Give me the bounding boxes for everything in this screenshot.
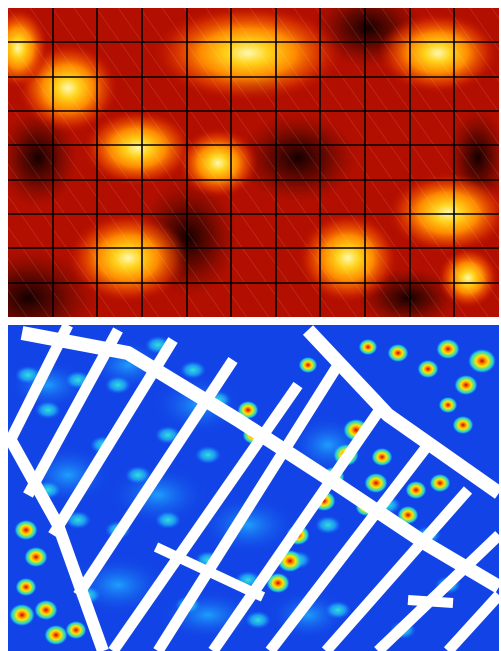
cyan-spot [65,511,91,529]
intensity-spot [15,578,37,596]
intensity-spot [387,344,409,362]
intensity-spot [454,375,478,395]
intensity-spot [452,416,474,434]
white-strip [321,486,473,651]
diagonal-hatch [8,8,499,317]
white-strips [8,325,499,651]
intensity-spot [34,600,58,620]
cyan-spot [315,516,341,534]
intensity-spot [24,547,48,567]
intensity-spot [397,506,419,524]
heatmap-hot-field [8,8,499,317]
cyan-spot [35,401,61,419]
grid-lines [8,8,499,317]
intensity-spot [358,339,378,355]
white-strip [108,381,303,651]
intensity-spot [468,349,496,373]
cyan-spot [180,361,206,379]
cyan-spot [155,511,181,529]
cyan-spot [195,446,221,464]
intensity-spot [237,401,259,419]
white-strip [407,595,454,608]
intensity-spot [65,621,87,639]
intensity-spot [298,357,318,373]
cyan-spot [105,376,131,394]
white-strip [48,337,178,538]
intensity-spot [438,397,458,413]
cyan-spot [325,601,351,619]
cyan-spot [15,366,41,384]
intensity-spot [405,481,427,499]
jet-field [8,325,499,651]
cyan-spot [245,611,271,629]
white-strip [443,591,499,651]
intensity-spot [364,473,388,493]
intensity-spot [429,474,451,492]
white-strip [302,325,499,499]
intensity-spot [44,625,68,645]
intensity-spot [14,520,38,540]
white-strip [265,441,433,651]
white-strip [8,325,73,448]
intensity-spot [266,573,290,593]
intensity-spot [371,448,393,466]
intensity-spot [436,339,460,359]
white-strip [73,356,238,599]
white-strip [153,362,343,651]
cyan-spot [125,466,151,484]
white-strip [374,531,499,651]
white-strip [23,327,123,498]
field-panel-bottom [8,325,499,651]
intensity-spot [9,604,35,626]
white-strip [153,542,266,602]
heatmap-panel-top [8,8,499,317]
white-strip [208,401,388,651]
intensity-spot [417,360,439,378]
